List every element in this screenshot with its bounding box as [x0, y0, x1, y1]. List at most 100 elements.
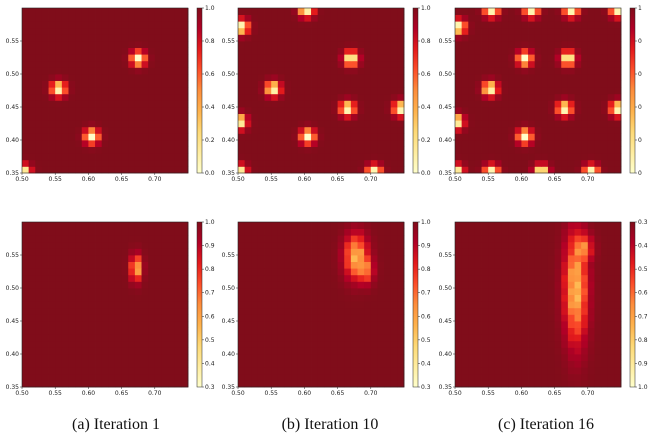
heatmap-cell [81, 255, 89, 262]
heatmap-cell [41, 93, 49, 101]
heatmap-cell [561, 367, 569, 375]
heatmap-cell [88, 268, 96, 276]
heatmap-cell [244, 235, 252, 243]
heatmap-cell [330, 166, 338, 174]
heatmap-cell [390, 60, 398, 68]
heatmap-cell [28, 8, 36, 15]
colorbar-tick-label: 0.2 [205, 137, 215, 144]
heatmap-cell [251, 54, 259, 62]
heatmap-cell [174, 100, 182, 108]
heatmap-cell [304, 93, 312, 101]
heatmap-cell [567, 60, 575, 68]
heatmap-cell [541, 360, 549, 368]
heatmap-cell [461, 133, 469, 141]
heatmap-cell [284, 67, 292, 75]
heatmap-cell [574, 235, 582, 243]
heatmap-cell [508, 281, 516, 289]
heatmap-cell [357, 107, 365, 114]
heatmap-cell [501, 367, 509, 375]
heatmap-cell [55, 334, 63, 342]
heatmap-cell [108, 334, 116, 342]
heatmap-cell [244, 14, 252, 22]
heatmap-cell [337, 301, 345, 309]
heatmap-cell [61, 380, 69, 388]
heatmap-cell [264, 113, 272, 121]
heatmap-cell [501, 120, 509, 128]
heatmap-cell [364, 27, 372, 35]
heatmap-cell [337, 334, 345, 342]
heatmap-cell [168, 301, 176, 309]
heatmap-cell [174, 354, 182, 361]
heatmap-cell [501, 360, 509, 368]
heatmap-cell [581, 261, 589, 269]
heatmap-cell [244, 107, 252, 114]
heatmap-cell [337, 27, 345, 35]
heatmap-cell [461, 21, 469, 29]
heatmap-cell [311, 27, 319, 35]
heatmap-cell [168, 27, 176, 35]
heatmap-cell [581, 153, 589, 161]
heatmap-cell [304, 294, 312, 302]
heatmap-cell [317, 133, 325, 141]
heatmap-cell [364, 255, 372, 262]
heatmap-cell [587, 140, 595, 147]
heatmap-cells [238, 222, 405, 388]
heatmap-cell [244, 327, 252, 335]
heatmap-cell [161, 60, 169, 68]
heatmap-cell [75, 334, 83, 342]
heatmap-cell [574, 93, 582, 101]
colorbar-tick-label: 0.7 [205, 290, 215, 297]
heatmap-cell [317, 241, 325, 249]
heatmap-cell [541, 21, 549, 29]
heatmap-cell [357, 248, 365, 256]
heatmap-cell [528, 166, 536, 174]
heatmap-cell [257, 235, 265, 243]
heatmap-cell [174, 107, 182, 114]
heatmap-cell [468, 27, 476, 35]
heatmap-cell [304, 248, 312, 256]
heatmap-cell [141, 354, 149, 361]
heatmap-cell [81, 268, 89, 276]
heatmap-cell [148, 113, 156, 121]
heatmap-cell [561, 166, 569, 174]
heatmap-cell [88, 21, 96, 29]
heatmap-cell [277, 274, 285, 282]
heatmap-cell [114, 373, 122, 381]
heatmap-cell [567, 340, 575, 348]
heatmap-cell [174, 327, 182, 335]
heatmap-cell [128, 360, 136, 368]
heatmap-cell [528, 93, 536, 101]
heatmap-cell [108, 327, 116, 335]
heatmap-cell [297, 380, 305, 388]
heatmap-cell [528, 60, 536, 68]
heatmap-cell [541, 248, 549, 256]
heatmap-cell [22, 146, 30, 154]
heatmap-cell [128, 255, 136, 262]
heatmap-cell [468, 87, 476, 95]
heatmap-cell [534, 274, 542, 282]
heatmap-cell [561, 41, 569, 48]
heatmap-cell [68, 373, 76, 381]
heatmap-cell [514, 60, 522, 68]
heatmap-cell [284, 87, 292, 95]
heatmap-cell [574, 60, 582, 68]
heatmap-cell [350, 159, 358, 167]
heatmap-cell [95, 373, 103, 381]
heatmap-cell [311, 159, 319, 167]
heatmap-cell [547, 241, 555, 249]
heatmap-cell [161, 334, 169, 342]
heatmap-cell [397, 34, 405, 42]
heatmap-cell [161, 281, 169, 289]
heatmap-cell [554, 8, 562, 15]
heatmap-cell [317, 294, 325, 302]
heatmap-cell [594, 21, 602, 29]
heatmap-cell [88, 321, 96, 328]
heatmap-cell [364, 307, 372, 315]
heatmap-cell [494, 166, 502, 174]
heatmap-cell [514, 159, 522, 167]
heatmap-cell [488, 373, 496, 381]
heatmap-cell [311, 373, 319, 381]
heatmap-cell [508, 228, 516, 236]
heatmap-cell [350, 100, 358, 108]
heatmap-cell [95, 93, 103, 101]
